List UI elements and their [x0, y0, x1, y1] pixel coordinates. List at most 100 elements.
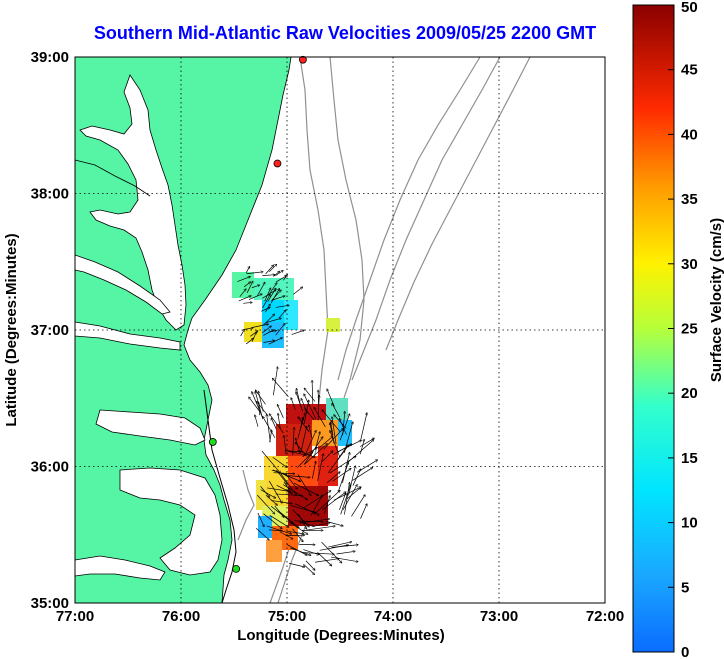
y-tick-label: 35:00 [31, 595, 69, 612]
velocity-vector [336, 445, 348, 461]
velocity-vector [293, 287, 302, 295]
velocity-cell [262, 322, 284, 348]
velocity-vector [297, 474, 311, 495]
velocity-vector [336, 551, 356, 555]
velocity-vector [286, 450, 306, 455]
velocity-vector [268, 530, 282, 531]
velocity-vector [279, 531, 293, 539]
velocity-vector [304, 388, 316, 402]
y-tick-label: 37:00 [31, 322, 69, 339]
velocity-vector [267, 288, 276, 302]
velocity-vector [298, 417, 310, 433]
colorbar-tick-label: 20 [681, 385, 698, 402]
velocity-vector [273, 473, 294, 474]
velocity-vector [303, 563, 314, 574]
velocity-vector [291, 330, 305, 335]
radar-stations [208, 55, 307, 573]
colorbar-tick-label: 40 [681, 126, 698, 143]
velocity-vector [294, 482, 318, 495]
velocity-vector [272, 456, 287, 467]
velocity-cell [284, 300, 298, 330]
river-2 [75, 254, 171, 315]
velocity-vector [272, 296, 285, 301]
velocity-vector [300, 519, 329, 524]
velocity-vector [318, 436, 332, 449]
velocity-vector [348, 466, 356, 496]
velocity-vector [275, 323, 285, 336]
velocity-vector [356, 460, 377, 473]
plot-frame [74, 56, 606, 604]
velocity-vector [296, 392, 303, 412]
velocity-vector [329, 456, 356, 474]
velocity-vector [252, 392, 264, 419]
velocity-vector [322, 451, 333, 462]
velocity-vector [305, 409, 315, 421]
velocity-vector [246, 338, 253, 345]
velocity-vector [268, 330, 276, 333]
velocity-vector [294, 521, 323, 522]
velocity-vector [289, 521, 308, 534]
velocity-vector [268, 480, 282, 503]
colorbar-label: Surface Velocity (cm/s) [708, 218, 724, 382]
colorbar-tick-label: 35 [681, 191, 698, 208]
velocity-vector [262, 290, 275, 299]
colorbar-tick-label: 25 [681, 321, 698, 338]
velocity-vector [277, 405, 284, 419]
velocity-vector [255, 415, 259, 427]
velocity-vector [309, 425, 313, 439]
velocity-vector [313, 523, 329, 527]
x-tick-label: 75:00 [268, 608, 306, 625]
velocity-vector [269, 264, 276, 273]
velocity-vector [251, 285, 260, 289]
velocity-cell [254, 278, 294, 300]
x-tick-label: 72:00 [586, 608, 624, 625]
velocity-vector [260, 489, 276, 498]
velocity-vector [271, 500, 292, 503]
velocity-vector [331, 545, 359, 548]
velocity-vector [263, 417, 276, 438]
velocity-vector [296, 389, 301, 406]
velocity-cell [288, 456, 318, 486]
velocity-vector [263, 513, 281, 529]
velocity-vector [255, 390, 266, 405]
velocity-vector [260, 486, 270, 497]
velocity-vector [267, 414, 271, 443]
pamlico-sound [119, 467, 223, 576]
velocity-vector [337, 463, 348, 493]
x-tick-label: 77:00 [56, 608, 94, 625]
x-axis-label: Longitude (Degrees:Minutes) [237, 627, 445, 644]
colorbar-tick-label: 30 [681, 256, 698, 273]
velocity-vector [249, 397, 260, 412]
velocity-vector [332, 468, 351, 482]
velocity-cell [326, 398, 348, 420]
colorbar-tick-label: 10 [681, 515, 698, 532]
velocity-vector [310, 495, 323, 516]
x-tick-label: 76:00 [162, 608, 200, 625]
y-tick-label: 38:00 [31, 186, 69, 203]
velocity-vector [269, 515, 289, 527]
velocity-vector [330, 423, 335, 444]
velocity-vector [256, 282, 265, 297]
velocity-vector [286, 544, 307, 555]
y-tick-label: 36:00 [31, 459, 69, 476]
velocity-vector [292, 427, 294, 455]
velocity-vector [312, 461, 315, 479]
velocity-vector [271, 469, 287, 475]
velocity-vector [313, 490, 340, 515]
velocity-vector [265, 318, 281, 324]
pamlico-river [75, 555, 166, 581]
velocity-vector [262, 314, 274, 326]
velocity-vector [360, 413, 367, 441]
velocity-cell [338, 420, 352, 446]
velocity-vector [257, 494, 274, 514]
velocity-vector [340, 485, 351, 515]
velocity-vector [261, 307, 270, 312]
velocity-vector [275, 493, 302, 496]
velocity-cell [256, 480, 266, 510]
velocity-vector [262, 326, 271, 334]
velocity-vector [303, 491, 331, 508]
velocity-vector [342, 485, 357, 510]
velocity-vector [238, 296, 251, 302]
velocity-vector [326, 472, 340, 484]
velocity-vector [246, 281, 253, 293]
